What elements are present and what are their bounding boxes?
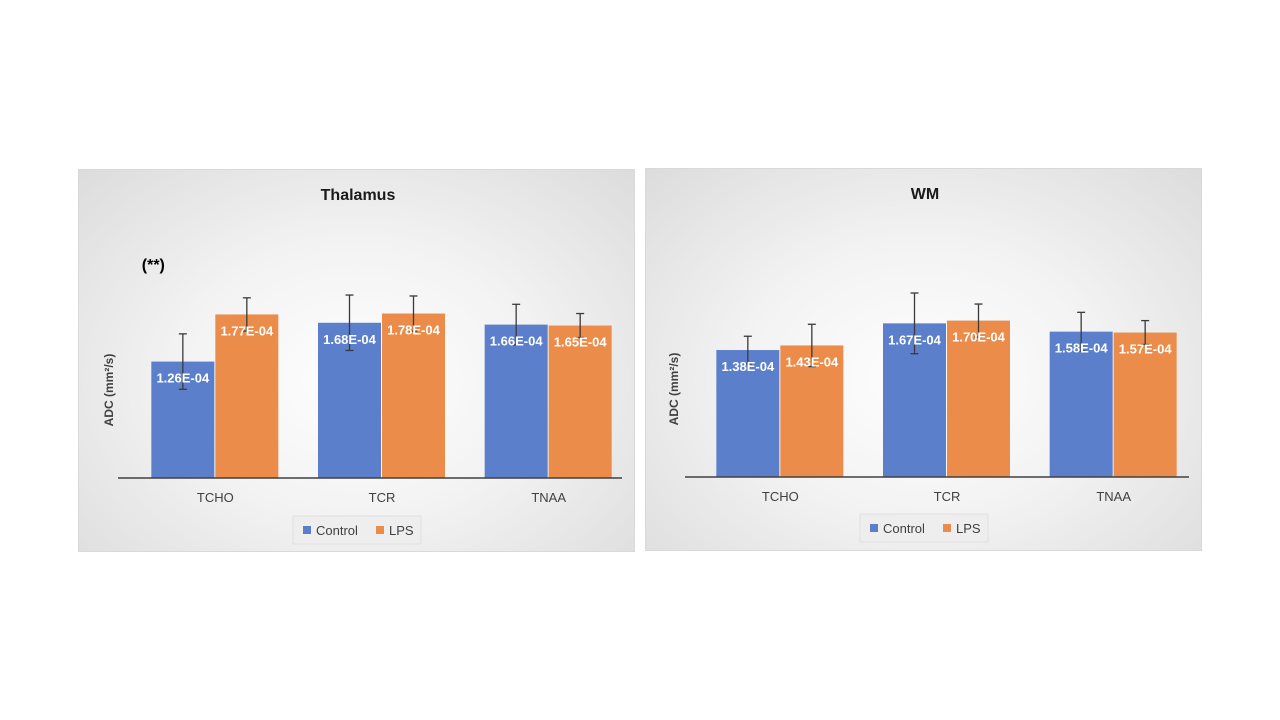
legend-label-control: Control bbox=[316, 523, 358, 538]
legend-swatch-control bbox=[303, 526, 311, 534]
data-label-lps-tcr: 1.70E-04 bbox=[952, 330, 1006, 345]
data-label-lps-tcr: 1.78E-04 bbox=[387, 323, 441, 338]
bar-control-tnaa bbox=[1049, 331, 1113, 477]
legend-box bbox=[859, 513, 989, 543]
error-bar-lps-tcho bbox=[807, 323, 816, 368]
bar-lps-tnaa bbox=[1113, 332, 1177, 477]
legend: Control LPS bbox=[292, 515, 422, 545]
bar-control-tcho bbox=[716, 350, 780, 477]
bar-lps-tcho bbox=[215, 314, 279, 478]
error-bar-control-tcho bbox=[178, 333, 187, 390]
legend: Control LPS bbox=[859, 513, 989, 543]
error-bar-control-tnaa bbox=[1077, 311, 1086, 352]
x-tick-label-tcho: TCHO bbox=[762, 489, 799, 504]
error-bar-control-tcho bbox=[743, 335, 752, 365]
bar-lps-tnaa bbox=[548, 325, 612, 478]
error-bar-control-tcr bbox=[345, 294, 354, 352]
data-label-lps-tnaa: 1.65E-04 bbox=[554, 335, 608, 350]
legend-label-lps: LPS bbox=[956, 521, 981, 536]
data-label-control-tcr: 1.68E-04 bbox=[323, 332, 377, 347]
y-axis-label: ADC (mm²/s) bbox=[667, 353, 681, 426]
chart-title: Thalamus bbox=[321, 187, 396, 204]
x-tick-label-tnaa: TNAA bbox=[531, 490, 566, 505]
legend-swatch-control bbox=[870, 524, 878, 532]
x-tick-label-tcr: TCR bbox=[934, 489, 961, 504]
bar-lps-tcho bbox=[780, 345, 844, 477]
wm-chart: WM ADC (mm²/s) 1.38E-04 1.43E-04 TCHO 1.67E-0… bbox=[645, 168, 1202, 551]
x-tick-label-tnaa: TNAA bbox=[1096, 489, 1131, 504]
bar-lps-tcr bbox=[382, 313, 445, 478]
data-label-control-tnaa: 1.66E-04 bbox=[490, 334, 544, 349]
data-label-control-tcr: 1.67E-04 bbox=[888, 332, 942, 347]
significance-annotation: (**) bbox=[142, 257, 165, 274]
error-bar-lps-tcho bbox=[242, 297, 251, 332]
data-label-lps-tnaa: 1.57E-04 bbox=[1119, 342, 1173, 357]
error-bar-lps-tnaa bbox=[576, 312, 585, 339]
error-bar-lps-tnaa bbox=[1141, 319, 1150, 346]
data-label-control-tcho: 1.38E-04 bbox=[721, 359, 775, 374]
error-bar-lps-tcr bbox=[974, 303, 983, 338]
error-bar-control-tcr bbox=[910, 292, 919, 355]
thalamus-chart-svg: Thalamus ADC (mm²/s) 1.26E-04 1.77E-04 TCHO 1… bbox=[102, 187, 622, 545]
data-label-lps-tcho: 1.77E-04 bbox=[220, 323, 274, 338]
bar-lps-tcr bbox=[947, 320, 1010, 477]
legend-swatch-lps bbox=[376, 526, 384, 534]
bar-control-tnaa bbox=[484, 324, 548, 478]
data-label-control-tcho: 1.26E-04 bbox=[156, 371, 210, 386]
legend-box bbox=[292, 515, 422, 545]
thalamus-chart: Thalamus ADC (mm²/s) 1.26E-04 1.77E-04 TCHO 1… bbox=[78, 169, 635, 552]
data-label-control-tnaa: 1.58E-04 bbox=[1055, 341, 1109, 356]
data-label-lps-tcho: 1.43E-04 bbox=[785, 354, 839, 369]
error-bar-control-tnaa bbox=[512, 303, 521, 346]
legend-label-control: Control bbox=[883, 521, 925, 536]
chart-title: WM bbox=[911, 186, 939, 203]
legend-label-lps: LPS bbox=[389, 523, 414, 538]
legend-swatch-lps bbox=[943, 524, 951, 532]
x-tick-label-tcho: TCHO bbox=[197, 490, 234, 505]
x-tick-label-tcr: TCR bbox=[369, 490, 396, 505]
error-bar-lps-tcr bbox=[409, 295, 418, 332]
wm-chart-svg: WM ADC (mm²/s) 1.38E-04 1.43E-04 TCHO 1.67E-0… bbox=[667, 186, 1189, 543]
y-axis-label: ADC (mm²/s) bbox=[102, 354, 116, 427]
